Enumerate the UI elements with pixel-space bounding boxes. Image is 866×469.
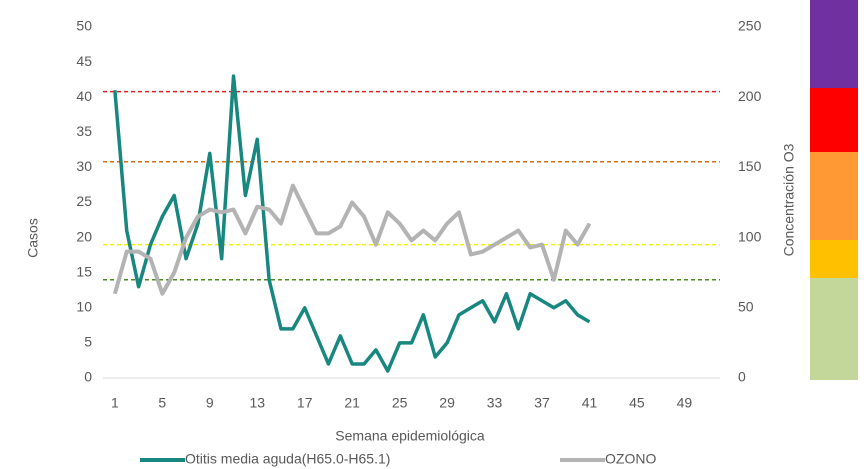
y2-tick-label: 100 bbox=[738, 228, 762, 244]
series-line bbox=[113, 74, 591, 373]
legend-label: Otitis media aguda(H65.0-H65.1) bbox=[185, 451, 390, 467]
x-tick-label: 41 bbox=[582, 395, 598, 411]
scale-red bbox=[810, 88, 858, 152]
x-tick-label: 1 bbox=[111, 395, 119, 411]
y-tick-label: 10 bbox=[76, 299, 92, 315]
y-tick-label: 35 bbox=[76, 123, 92, 139]
y-tick-label: 5 bbox=[84, 334, 92, 350]
y2-tick-label: 150 bbox=[738, 158, 762, 174]
y-axis-label: Casos bbox=[25, 218, 41, 258]
y-tick-label: 45 bbox=[76, 53, 92, 69]
y-tick-label: 25 bbox=[76, 193, 92, 209]
y-tick-label: 50 bbox=[76, 18, 92, 34]
y-tick-label: 15 bbox=[76, 263, 92, 279]
x-tick-label: 21 bbox=[344, 395, 360, 411]
x-axis-label: Semana epidemiológica bbox=[335, 428, 485, 444]
y2-tick-label: 0 bbox=[738, 369, 746, 385]
x-tick-label: 37 bbox=[534, 395, 550, 411]
series-line bbox=[112, 183, 592, 296]
x-tick-label: 25 bbox=[392, 395, 408, 411]
x-tick-label: 29 bbox=[439, 395, 455, 411]
x-tick-label: 5 bbox=[158, 395, 166, 411]
y2-tick-label: 250 bbox=[738, 18, 762, 34]
x-tick-label: 33 bbox=[487, 395, 503, 411]
legend-label: OZONO bbox=[605, 451, 656, 467]
y2-tick-label: 50 bbox=[738, 299, 754, 315]
x-tick-label: 49 bbox=[677, 395, 693, 411]
y-tick-label: 30 bbox=[76, 158, 92, 174]
x-tick-label: 17 bbox=[297, 395, 313, 411]
x-tick-label: 45 bbox=[629, 395, 645, 411]
y-tick-label: 40 bbox=[76, 88, 92, 104]
y2-tick-label: 200 bbox=[738, 88, 762, 104]
scale-orange bbox=[810, 152, 858, 240]
y-tick-label: 0 bbox=[84, 369, 92, 385]
x-tick-label: 13 bbox=[249, 395, 265, 411]
y-tick-label: 20 bbox=[76, 228, 92, 244]
scale-yellow bbox=[810, 240, 858, 278]
scale-purple bbox=[810, 0, 858, 88]
x-tick-label: 9 bbox=[206, 395, 214, 411]
scale-green bbox=[810, 278, 858, 380]
y2-axis-label: Concentración O3 bbox=[781, 143, 797, 256]
